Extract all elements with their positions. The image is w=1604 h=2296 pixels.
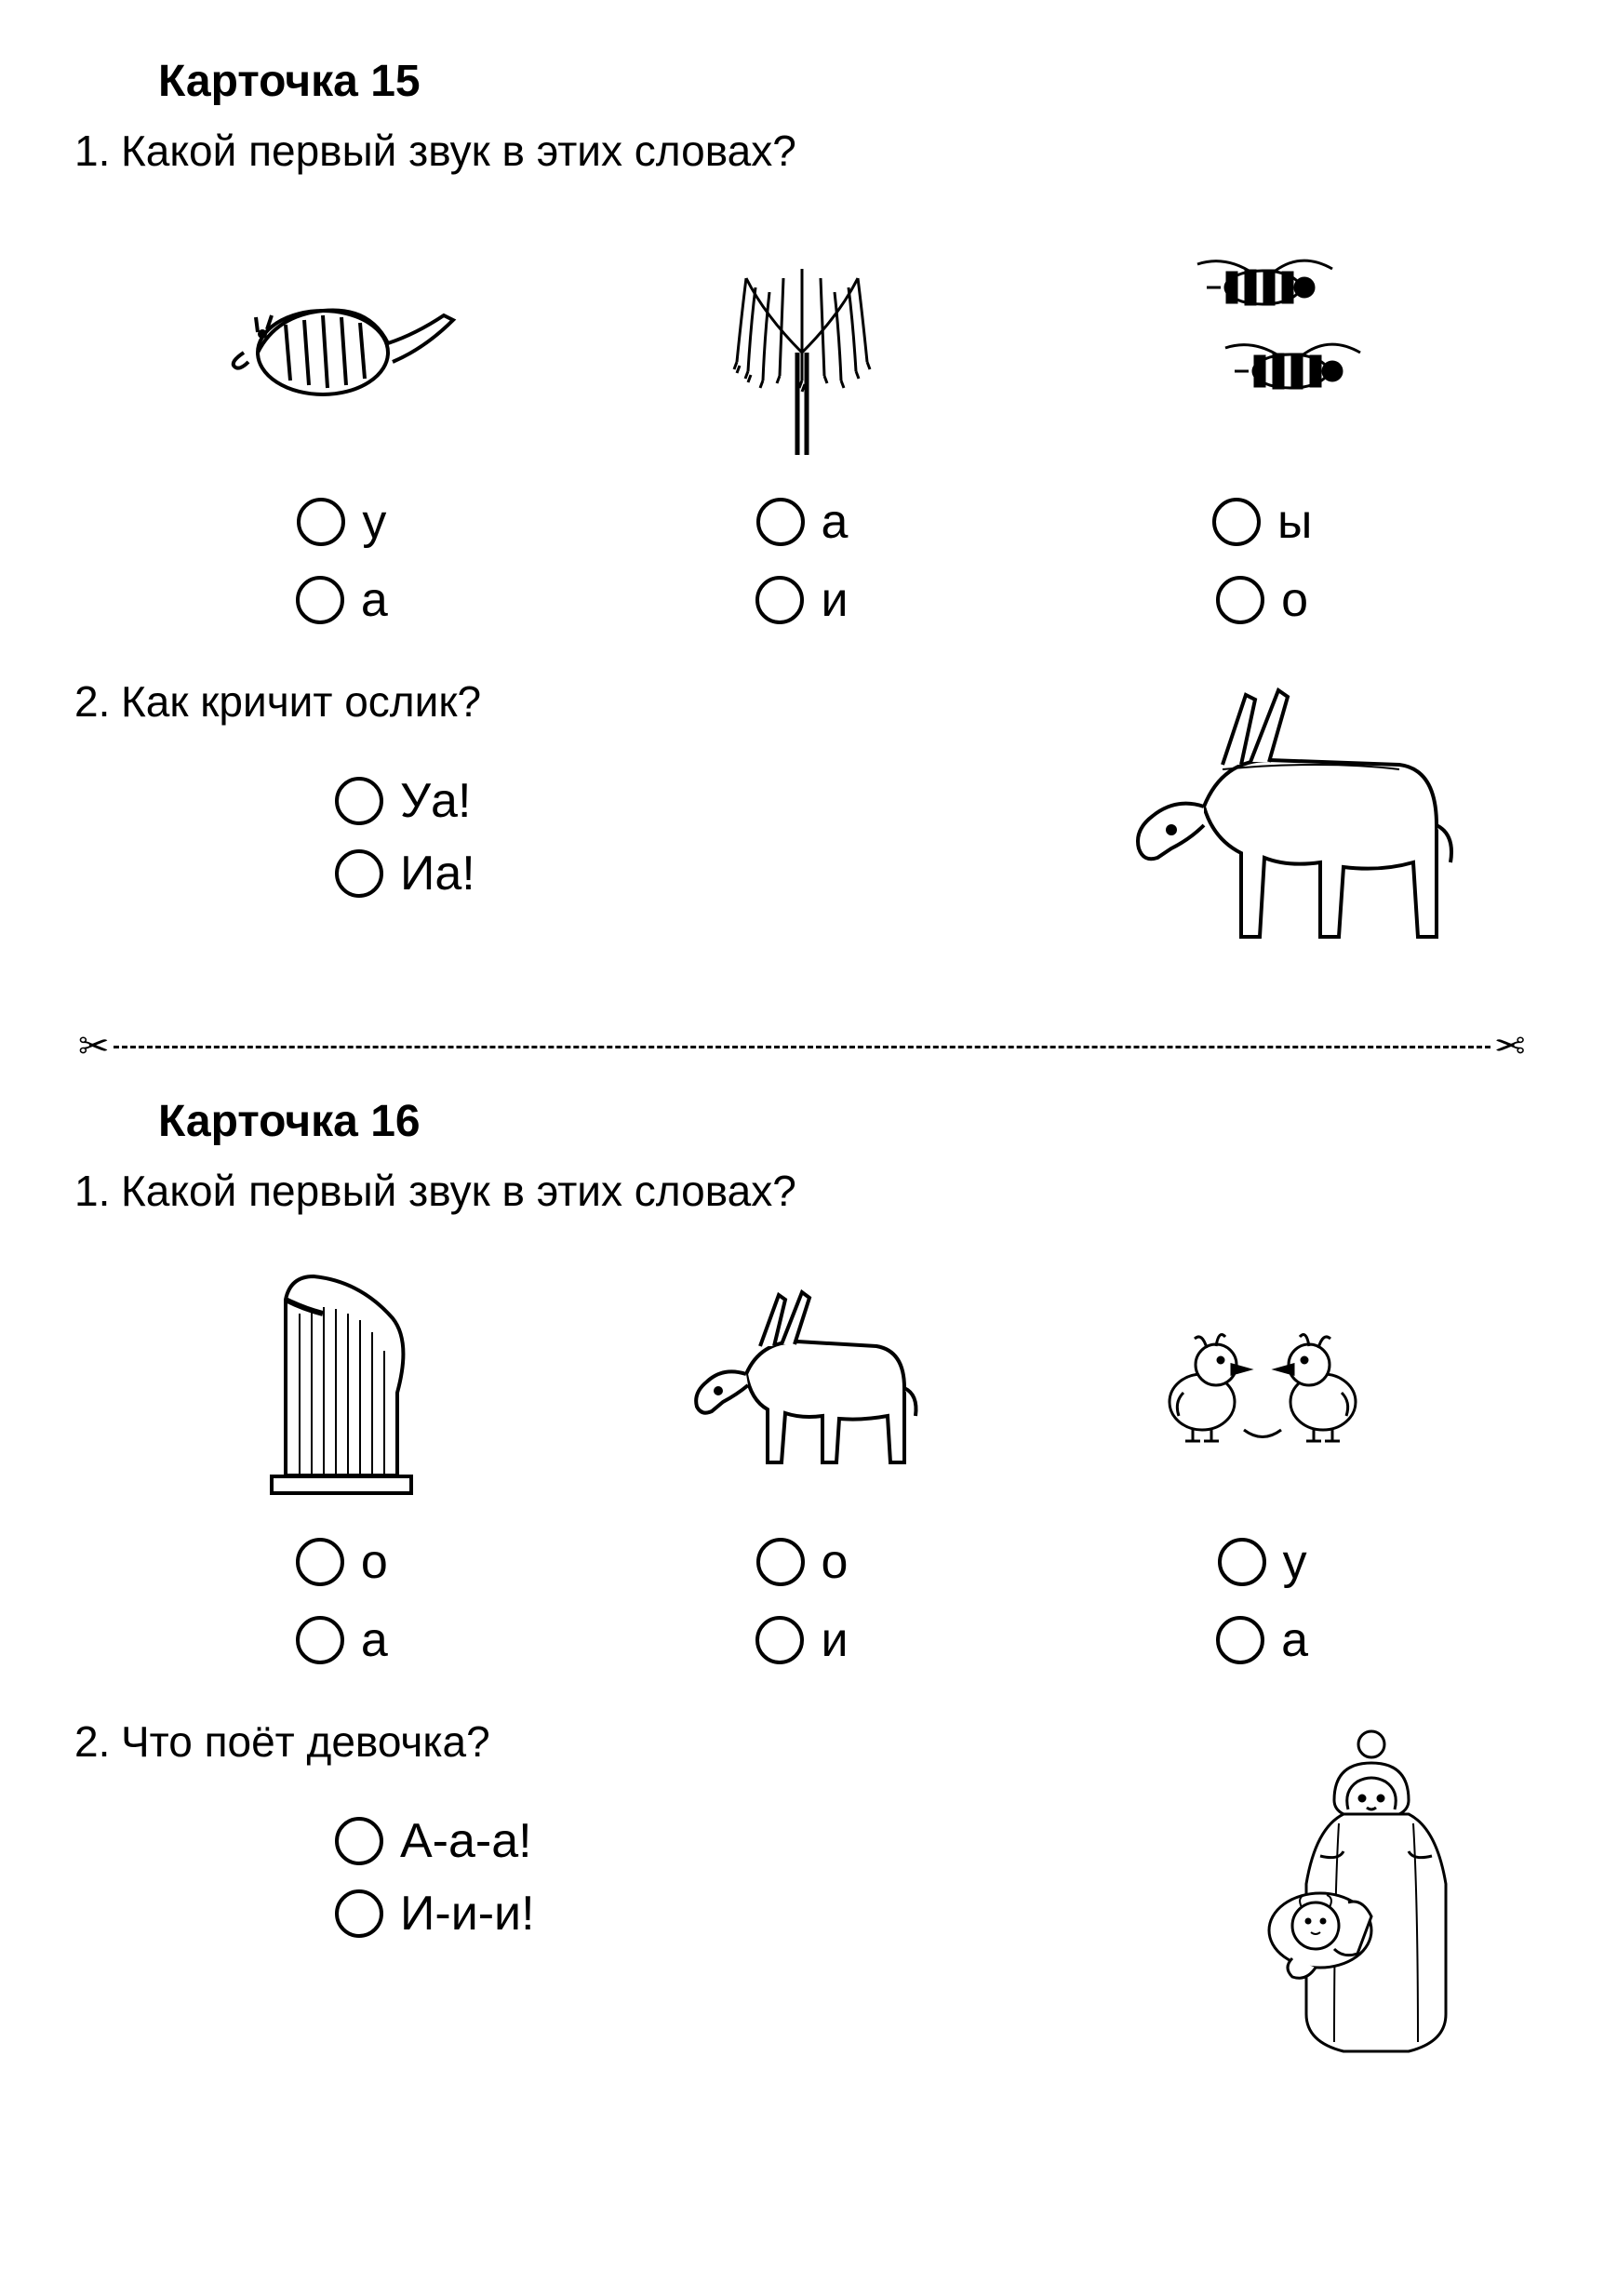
radio-circle-icon[interactable]: [296, 1538, 344, 1586]
option[interactable]: Уа!: [335, 773, 1102, 829]
option[interactable]: Иа!: [335, 846, 1102, 901]
radio-circle-icon[interactable]: [1212, 498, 1261, 546]
dashed-line: [114, 1046, 1491, 1048]
option-label: а: [361, 1612, 388, 1668]
option-label: а: [1281, 1612, 1308, 1668]
radio-circle-icon[interactable]: [1216, 1616, 1264, 1664]
scissors-icon: ✂: [74, 1025, 114, 1068]
item-donkey: о и: [574, 1262, 1030, 1679]
question-number: 2.: [74, 1716, 121, 1767]
option-label: ы: [1277, 494, 1312, 550]
option[interactable]: ы: [1212, 494, 1312, 550]
radio-circle-icon[interactable]: [1216, 576, 1264, 624]
item-tree: а и: [574, 222, 1030, 639]
card-15: Карточка 15 1. Какой первый звук в этих …: [74, 56, 1530, 997]
question-2: 2. Как кричит ослик? Уа! Иа!: [74, 676, 1530, 997]
radio-circle-icon[interactable]: [335, 777, 383, 825]
radio-circle-icon[interactable]: [756, 1538, 805, 1586]
option[interactable]: о: [296, 1534, 388, 1590]
card-title: Карточка 15: [158, 56, 1530, 107]
option-label: и: [821, 1612, 848, 1668]
snail-image: [221, 222, 462, 464]
option-label: И-и-и!: [400, 1886, 535, 1942]
item-wasps: ы о: [1035, 222, 1490, 639]
option[interactable]: и: [755, 572, 848, 628]
scissors-icon: ✂: [1490, 1025, 1530, 1068]
donkey-image: [662, 1262, 942, 1504]
option-label: А-а-а!: [400, 1813, 532, 1869]
options-grid: у а: [74, 222, 1530, 639]
tree-image: [690, 222, 914, 464]
option-label: о: [361, 1534, 388, 1590]
option[interactable]: а: [1216, 1612, 1308, 1668]
question-text: Какой первый звук в этих словах?: [121, 126, 796, 176]
option[interactable]: а: [296, 572, 388, 628]
radio-circle-icon[interactable]: [1218, 1538, 1266, 1586]
wasps-image: [1142, 222, 1383, 464]
item-harp: о а: [114, 1262, 569, 1679]
radio-circle-icon[interactable]: [756, 498, 805, 546]
question-text: Что поёт девочка?: [121, 1716, 490, 1767]
radio-circle-icon[interactable]: [296, 1616, 344, 1664]
question-text: Какой первый звук в этих словах?: [121, 1166, 796, 1216]
option-label: о: [1281, 572, 1308, 628]
item-ducklings: у а: [1035, 1262, 1490, 1679]
question-number: 1.: [74, 126, 121, 176]
option[interactable]: о: [1216, 572, 1308, 628]
card-title: Карточка 16: [158, 1096, 1530, 1147]
radio-circle-icon[interactable]: [335, 1889, 383, 1938]
radio-circle-icon[interactable]: [297, 498, 345, 546]
question-1: 1. Какой первый звук в этих словах?: [74, 126, 1530, 204]
option[interactable]: И-и-и!: [335, 1886, 1195, 1942]
option[interactable]: о: [756, 1534, 849, 1590]
item-snail: у а: [114, 222, 569, 639]
option-label: у: [1283, 1534, 1307, 1590]
option-label: Уа!: [400, 773, 471, 829]
question-2: 2. Что поёт девочка? А-а-а! И-и-и!: [74, 1716, 1530, 2075]
option-label: Иа!: [400, 846, 475, 901]
radio-circle-icon[interactable]: [296, 576, 344, 624]
question-number: 1.: [74, 1166, 121, 1216]
radio-circle-icon[interactable]: [755, 1616, 804, 1664]
radio-circle-icon[interactable]: [335, 1817, 383, 1865]
harp-image: [248, 1262, 434, 1504]
option-label: а: [822, 494, 849, 550]
donkey-image: [1102, 676, 1492, 997]
girl-image: [1195, 1716, 1492, 2075]
option[interactable]: у: [297, 494, 386, 550]
option[interactable]: а: [756, 494, 849, 550]
option-label: у: [362, 494, 386, 550]
option-label: и: [821, 572, 848, 628]
ducklings-image: [1132, 1262, 1393, 1504]
option-label: о: [822, 1534, 849, 1590]
question-1: 1. Какой первый звук в этих словах?: [74, 1166, 1530, 1244]
option-label: а: [361, 572, 388, 628]
option[interactable]: у: [1218, 1534, 1307, 1590]
cut-line: ✂ ✂: [74, 1025, 1530, 1068]
card-16: Карточка 16 1. Какой первый звук в этих …: [74, 1096, 1530, 2075]
question-number: 2.: [74, 676, 121, 727]
question-text: Как кричит ослик?: [121, 676, 481, 727]
option[interactable]: и: [755, 1612, 848, 1668]
option[interactable]: А-а-а!: [335, 1813, 1195, 1869]
radio-circle-icon[interactable]: [335, 849, 383, 898]
options-grid: о а: [74, 1262, 1530, 1679]
option[interactable]: а: [296, 1612, 388, 1668]
radio-circle-icon[interactable]: [755, 576, 804, 624]
